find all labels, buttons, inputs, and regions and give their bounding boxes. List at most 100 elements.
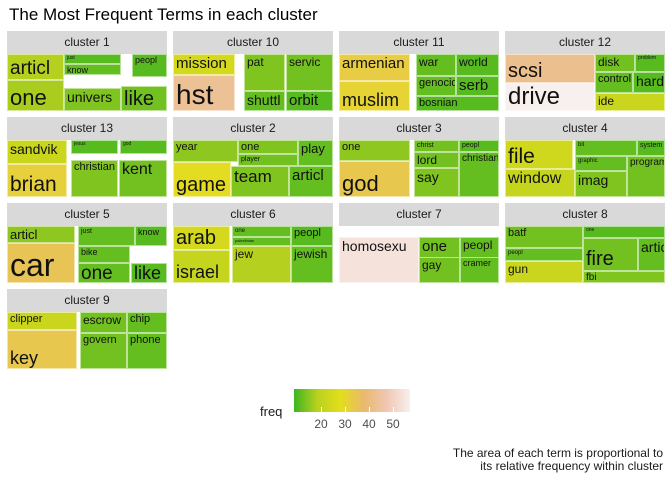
treemap-area: hst mission pat servic shuttl orbit	[173, 54, 333, 111]
term-label: graphic	[578, 158, 598, 164]
term-label: one	[10, 85, 47, 110]
treemap-tile: control	[595, 72, 633, 93]
term-label: articl	[292, 167, 324, 184]
term-label: mission	[176, 55, 227, 72]
term-label: just	[67, 55, 75, 61]
treemap-tile: like	[131, 263, 167, 283]
term-label: homosexu	[342, 238, 407, 254]
term-label: god	[123, 141, 132, 147]
term-label: program	[630, 157, 665, 168]
term-label: one	[81, 263, 113, 283]
treemap-tile: genocid	[416, 76, 456, 96]
facet-panel: cluster 4 file window bit system graphic imag p…	[505, 117, 665, 197]
term-label: escrow	[83, 313, 122, 327]
facet-strip-label: cluster 4	[505, 117, 665, 140]
term-label: one	[422, 238, 448, 255]
treemap-tile: say	[414, 168, 459, 197]
chart-caption: The area of each term is proportional to…	[403, 446, 663, 473]
facet-strip-label: cluster 2	[173, 117, 333, 140]
treemap-tile: kent	[119, 160, 167, 197]
term-label: peopl	[508, 250, 523, 256]
term-label: just	[81, 228, 92, 235]
facet-panel: cluster 10 hst mission pat servic shuttl orbit	[173, 31, 333, 111]
treemap-tile: christian	[71, 160, 118, 197]
treemap-tile: hard	[633, 72, 665, 93]
treemap-tile: brian	[7, 164, 67, 197]
term-label: palestinian	[235, 238, 255, 243]
term-label: chip	[130, 313, 151, 325]
term-label: like	[124, 88, 155, 110]
treemap-tile: articl	[7, 226, 75, 243]
term-label: orbit	[289, 92, 319, 109]
term-label: peopl	[135, 55, 158, 65]
treemap-tile: articl	[7, 54, 64, 80]
term-label: pat	[247, 55, 264, 69]
facet-strip-label: cluster 11	[339, 31, 499, 54]
term-label: problem	[638, 55, 657, 61]
treemap-tile: one	[7, 80, 64, 111]
treemap-area: sandvik brian jesus god christian kent	[7, 140, 167, 197]
legend-tick-mark	[345, 407, 346, 412]
treemap-tile: chip	[127, 312, 167, 333]
treemap-tile: palestinian	[232, 237, 291, 246]
treemap-tile: know	[64, 64, 121, 75]
term-label: say	[417, 169, 439, 185]
treemap-tile: univers	[64, 88, 121, 111]
facet-strip-label: cluster 12	[505, 31, 665, 54]
term-label: car	[10, 247, 55, 283]
treemap-tile: team	[231, 166, 289, 197]
legend-tick-label: 40	[362, 417, 376, 431]
term-label: bike	[81, 247, 98, 257]
term-label: kent	[122, 161, 153, 178]
treemap-tile: world	[456, 54, 499, 76]
facet-strip-label: cluster 9	[7, 289, 167, 312]
legend-tick-label: 20	[314, 417, 328, 431]
legend-tick-mark	[321, 407, 322, 412]
treemap-tile: play	[298, 140, 333, 166]
treemap-tile: armenian	[339, 54, 410, 81]
treemap-tile: phone	[127, 333, 167, 369]
treemap-tile: serb	[456, 76, 499, 96]
treemap-tile: bike	[78, 246, 130, 263]
treemap-area: clipper key escrow chip govern phone	[7, 312, 167, 369]
term-label: brian	[10, 173, 57, 196]
treemap-tile: window	[505, 169, 575, 197]
term-label: jewish	[294, 247, 328, 261]
facet-strip-label: cluster 6	[173, 203, 333, 226]
term-label: christian	[74, 161, 115, 173]
term-label: one	[235, 228, 246, 234]
treemap-tile: disk	[595, 54, 635, 72]
term-label: jew	[235, 247, 254, 261]
term-label: ide	[598, 94, 615, 108]
treemap-area: articl one univers like know just peopl	[7, 54, 167, 111]
treemap-tile: fire	[583, 238, 638, 271]
term-label: like	[134, 263, 162, 283]
term-label: articl	[641, 239, 664, 255]
treemap-tile: israel	[173, 250, 230, 283]
facet-panel: cluster 7 homosexu one peopl gay cramer	[339, 203, 499, 283]
treemap-area: armenian muslim war world genocid serb bosnian	[339, 54, 499, 111]
treemap-tile: file	[505, 140, 573, 169]
term-label: univers	[67, 89, 113, 105]
treemap-tile: mission	[173, 54, 235, 75]
term-label: arab	[176, 227, 217, 249]
term-label: clipper	[10, 313, 43, 325]
term-label: christ	[417, 142, 434, 149]
treemap-tile: just	[64, 54, 121, 64]
treemap-tile: servic	[286, 54, 333, 91]
facet-panel: cluster 9 clipper key escrow chip govern phone	[7, 289, 167, 369]
facet-strip-label: cluster 5	[7, 203, 167, 226]
treemap-tile: one	[78, 263, 130, 283]
term-label: control	[598, 73, 632, 85]
term-label: phone	[130, 334, 161, 346]
treemap-tile: gun	[505, 261, 583, 283]
treemap-tile: drive	[505, 83, 595, 111]
treemap-tile: christ	[414, 140, 459, 152]
treemap-tile: arab	[173, 226, 230, 250]
legend-tick-mark	[369, 407, 370, 412]
term-label: armenian	[342, 55, 405, 72]
treemap-tile: program	[627, 156, 665, 197]
term-label: articl	[10, 227, 38, 242]
term-label: war	[419, 55, 439, 69]
